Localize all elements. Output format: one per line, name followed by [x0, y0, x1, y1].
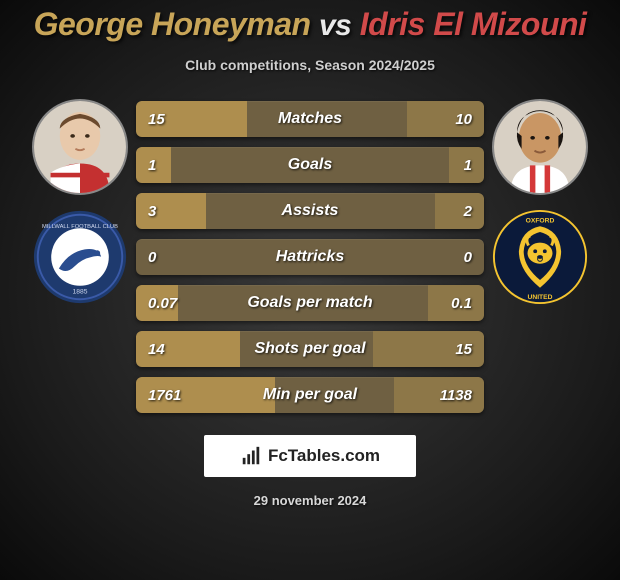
stat-value-left: 3: [136, 203, 196, 220]
stat-label: Goals: [196, 156, 424, 174]
stat-label: Min per goal: [196, 386, 424, 404]
stat-value-left: 1: [136, 157, 196, 174]
right-column: OXFORD UNITED: [484, 97, 596, 305]
brand-text: FcTables.com: [268, 446, 380, 466]
svg-text:1885: 1885: [73, 288, 88, 295]
stat-value-right: 15: [424, 341, 484, 358]
stat-value-left: 0.07: [136, 295, 196, 312]
stat-value-right: 2: [424, 203, 484, 220]
player2-club-badge: OXFORD UNITED: [492, 209, 588, 305]
stat-value-left: 14: [136, 341, 196, 358]
stat-row: 14Shots per goal15: [136, 331, 484, 367]
svg-text:OXFORD: OXFORD: [526, 217, 555, 224]
player2-avatar: [492, 99, 588, 195]
chart-icon: [240, 445, 262, 467]
stat-value-left: 1761: [136, 387, 196, 404]
stat-label: Matches: [196, 110, 424, 128]
stat-label: Shots per goal: [196, 340, 424, 358]
brand-logo: FcTables.com: [204, 435, 416, 477]
stat-value-left: 0: [136, 249, 196, 266]
stat-row: 3Assists2: [136, 193, 484, 229]
stat-label: Goals per match: [196, 294, 424, 312]
stat-row: 15Matches10: [136, 101, 484, 137]
subtitle: Club competitions, Season 2024/2025: [0, 57, 620, 73]
stats-area: MILLWALL FOOTBALL CLUB 1885 15Matches101…: [0, 97, 620, 413]
stat-value-right: 0: [424, 249, 484, 266]
stat-label: Hattricks: [196, 248, 424, 266]
stat-value-left: 15: [136, 111, 196, 128]
stat-row: 1Goals1: [136, 147, 484, 183]
player1-avatar: [32, 99, 128, 195]
stat-row: 1761Min per goal1138: [136, 377, 484, 413]
stat-value-right: 10: [424, 111, 484, 128]
stat-value-right: 0.1: [424, 295, 484, 312]
comparison-title: George Honeyman vs Idris El Mizouni: [0, 0, 620, 43]
stat-value-right: 1: [424, 157, 484, 174]
stat-bars: 15Matches101Goals13Assists20Hattricks00.…: [136, 97, 484, 413]
player2-name: Idris El Mizouni: [360, 6, 587, 42]
stat-row: 0Hattricks0: [136, 239, 484, 275]
left-column: MILLWALL FOOTBALL CLUB 1885: [24, 97, 136, 305]
player1-club-badge: MILLWALL FOOTBALL CLUB 1885: [32, 209, 128, 305]
stat-row: 0.07Goals per match0.1: [136, 285, 484, 321]
svg-text:UNITED: UNITED: [527, 294, 552, 301]
player1-name: George Honeyman: [34, 6, 311, 42]
date-text: 29 november 2024: [0, 493, 620, 508]
svg-text:MILLWALL FOOTBALL CLUB: MILLWALL FOOTBALL CLUB: [42, 224, 118, 230]
vs-text: vs: [319, 9, 351, 42]
stat-value-right: 1138: [424, 387, 484, 404]
stat-label: Assists: [196, 202, 424, 220]
